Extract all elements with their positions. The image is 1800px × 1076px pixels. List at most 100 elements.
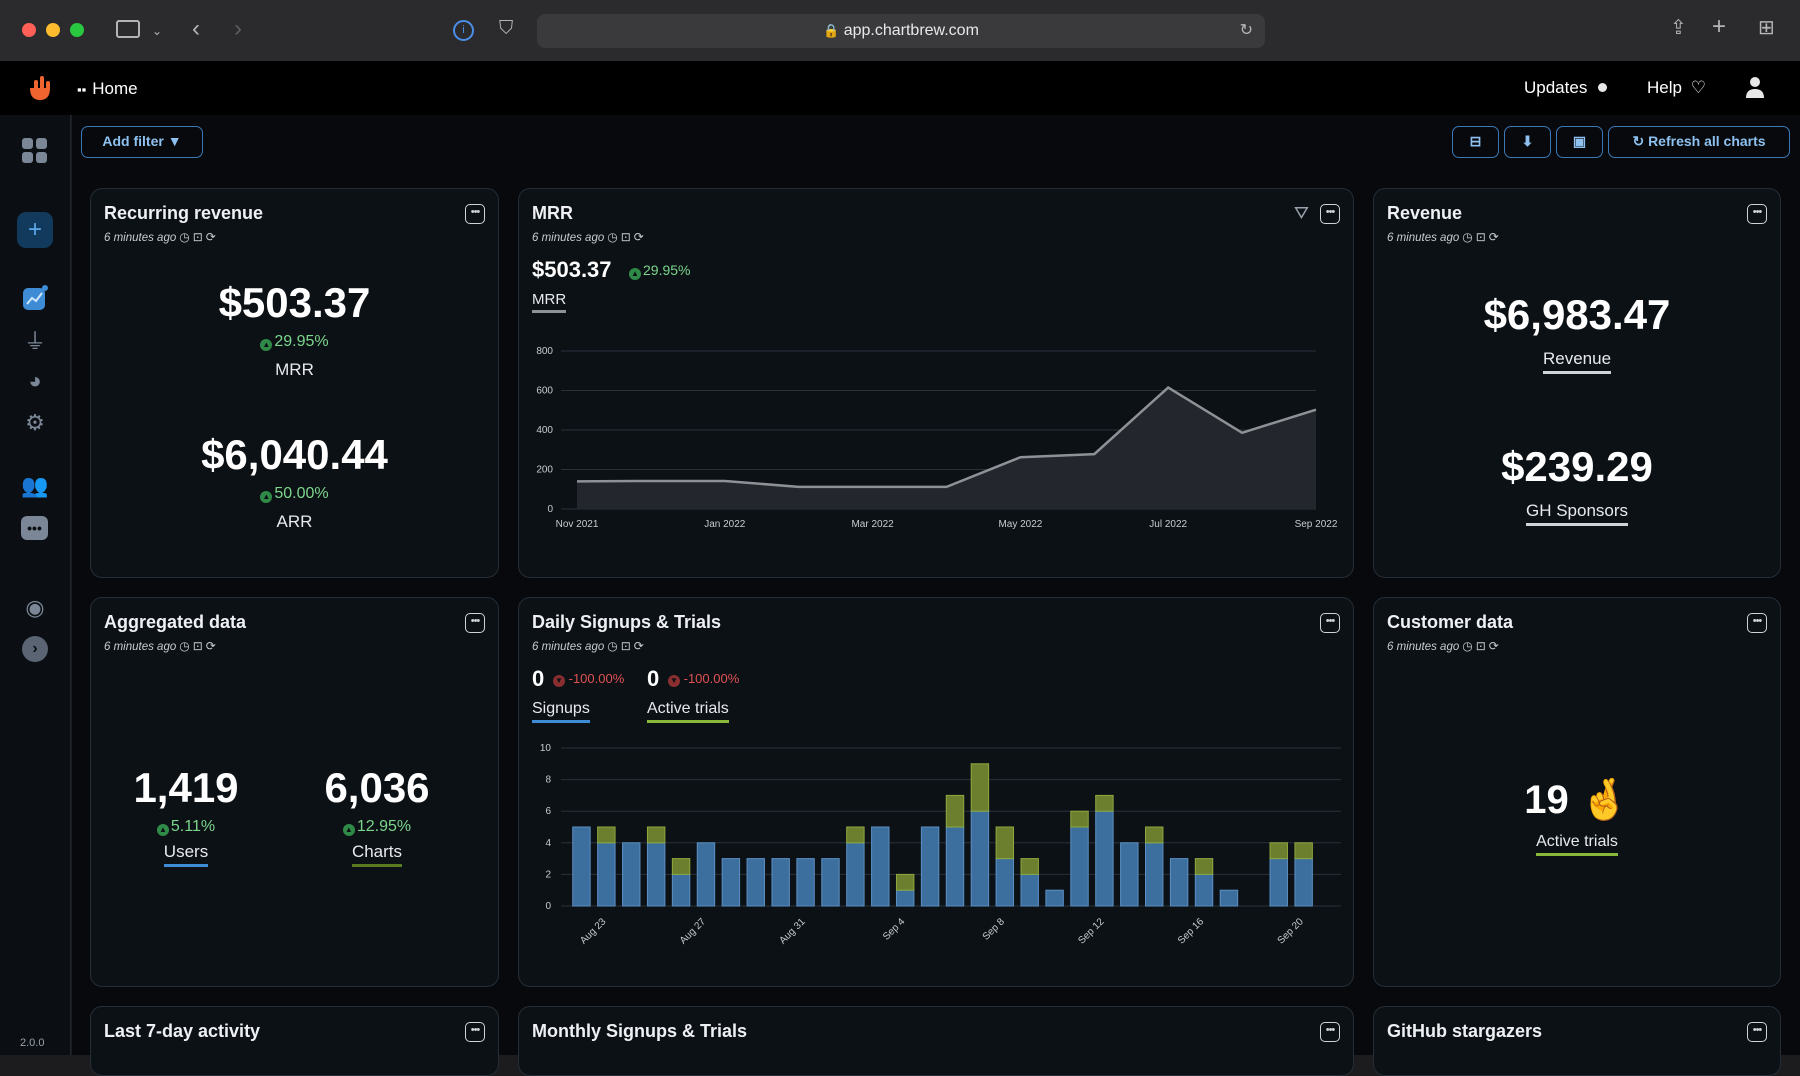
auto-refresh-icon: ⟳: [205, 230, 216, 244]
forward-icon[interactable]: ›: [234, 15, 242, 42]
signups-legend[interactable]: Signups: [532, 700, 590, 723]
card-title: Recurring revenue: [104, 203, 264, 223]
version-label: 2.0.0: [20, 1037, 45, 1049]
tv-mode-button[interactable]: ⊟: [1452, 126, 1499, 158]
daily-bar-chart: 0 2 4 6 8 10 Aug 23 Aug 27 Aug 31 Sep 4 Sep 8 Sep 1…: [540, 743, 1341, 947]
updates-dot-icon: [1598, 83, 1608, 92]
export-button[interactable]: ⬇: [1504, 126, 1551, 158]
charts-label[interactable]: Charts: [292, 842, 462, 867]
card-menu-button[interactable]: •••: [1747, 1022, 1767, 1042]
lock-icon: ⊡: [620, 230, 631, 244]
chart-analytics-icon[interactable]: [20, 283, 50, 313]
trials-bar: [846, 826, 865, 844]
add-chart-button[interactable]: +: [17, 212, 53, 248]
help-link[interactable]: Help ♡: [1647, 78, 1706, 98]
card-menu-button[interactable]: •••: [465, 1022, 485, 1042]
filter-funnel-icon[interactable]: ⛛: [1293, 203, 1309, 223]
card-title: Customer data: [1387, 612, 1514, 632]
signups-bar: [1169, 858, 1189, 907]
card-menu-button[interactable]: •••: [465, 204, 485, 224]
trials-bar: [970, 763, 990, 812]
card-title: Aggregated data: [104, 612, 247, 632]
image-icon: ▣: [1572, 133, 1587, 149]
card-menu-button[interactable]: •••: [1320, 613, 1340, 633]
share-icon[interactable]: ⇪: [1670, 17, 1687, 39]
maximize-window-button[interactable]: [70, 23, 84, 37]
signups-bar: [622, 842, 641, 907]
address-bar[interactable]: 🔒 app.chartbrew.com ↻: [537, 14, 1265, 48]
reload-icon[interactable]: ↻: [1239, 22, 1253, 39]
browser-toolbar: ⌄ ‹ › i ⛉ 🔒 app.chartbrew.com ↻ ⇪ + ⊞: [0, 0, 1800, 62]
password-manager-icon[interactable]: i: [453, 20, 474, 41]
card-menu-button[interactable]: •••: [1320, 1022, 1340, 1042]
heart-icon: ♡: [1690, 78, 1706, 97]
back-icon[interactable]: ‹: [192, 15, 200, 42]
add-filter-button[interactable]: Add filter ▼: [81, 126, 203, 158]
expand-sidebar-icon[interactable]: ›: [22, 636, 48, 662]
active-trials-label[interactable]: Active trials: [1374, 833, 1780, 856]
pie-chart-icon[interactable]: ◕: [28, 368, 42, 393]
mrr-legend[interactable]: MRR: [532, 291, 567, 313]
trials-bar: [1145, 826, 1164, 844]
tab-overview-icon[interactable]: ⊞: [1758, 17, 1775, 39]
mrr-change: ▲ 29.95%: [91, 333, 498, 351]
close-window-button[interactable]: [22, 23, 36, 37]
trials-bar: [1269, 842, 1288, 860]
new-tab-icon[interactable]: +: [1712, 13, 1727, 40]
signups-bar: [920, 826, 940, 907]
sponsors-label[interactable]: GH Sponsors: [1374, 501, 1780, 526]
arr-value: $6,040.44: [201, 431, 388, 478]
card-updated: 6 minutes ago ◷ ⊡ ⟳: [104, 639, 216, 653]
revenue-label[interactable]: Revenue: [1374, 349, 1780, 374]
user-avatar-icon[interactable]: [1744, 75, 1766, 99]
snapshot-button[interactable]: ▣: [1556, 126, 1603, 158]
signups-bar: [1020, 873, 1039, 907]
trials-legend[interactable]: Active trials: [647, 700, 729, 723]
card-menu-button[interactable]: •••: [1320, 204, 1340, 224]
dashboard-icon[interactable]: [20, 136, 50, 166]
signups-bar: [572, 826, 591, 907]
tv-icon: ⊟: [1469, 133, 1482, 149]
signups-bar: [970, 810, 990, 907]
trials-bar: [597, 826, 616, 844]
chevron-down-icon[interactable]: ⌄: [152, 24, 163, 38]
signups-bar: [646, 842, 666, 907]
eye-icon[interactable]: ◉: [25, 595, 45, 620]
shield-icon[interactable]: ⛉: [499, 18, 514, 39]
gear-icon[interactable]: ⚙: [25, 410, 45, 435]
refresh-all-charts-button[interactable]: ↻ Refresh all charts: [1608, 126, 1790, 158]
card-updated: 6 minutes ago ◷ ⊡ ⟳: [104, 230, 216, 244]
clock-icon: ◷: [179, 230, 190, 244]
help-label: Help: [1647, 78, 1682, 97]
trials-bar: [945, 794, 965, 828]
clock-icon: ◷: [1462, 639, 1473, 653]
signups-kpi-change: ▼ -100.00%: [553, 671, 624, 687]
card-menu-button[interactable]: •••: [1747, 204, 1767, 224]
users-label[interactable]: Users: [101, 842, 271, 867]
trials-bar: [1294, 842, 1313, 860]
card-menu-button[interactable]: •••: [1747, 613, 1767, 633]
card-updated: 6 minutes ago ◷ ⊡ ⟳: [532, 639, 644, 653]
signups-bar: [995, 858, 1015, 907]
minimize-window-button[interactable]: [46, 23, 60, 37]
updates-link[interactable]: Updates: [1524, 78, 1608, 98]
chartbrew-logo[interactable]: [24, 72, 56, 104]
customer-data-card: Customer data 6 minutes ago ◷ ⊡ ⟳ ••• 19 🤞 …: [1373, 597, 1781, 987]
trials-bar: [1194, 858, 1214, 875]
clock-icon: ◷: [607, 230, 618, 244]
lock-icon: ⊡: [192, 230, 203, 244]
signups-bar: [821, 858, 840, 907]
sidebar-toggle-icon[interactable]: [116, 20, 140, 38]
plug-icon[interactable]: ⏚: [23, 329, 46, 354]
team-icon[interactable]: 👥: [21, 473, 49, 498]
users-value: 1,419: [133, 764, 239, 811]
more-icon[interactable]: •••: [21, 516, 48, 540]
card-title: MRR: [532, 203, 573, 223]
signups-bar: [746, 858, 765, 907]
y-tick-label: 8: [545, 775, 551, 786]
trials-bar: [995, 826, 1015, 860]
x-tick-label: Sep 2022: [1295, 519, 1338, 530]
card-title: GitHub stargazers: [1387, 1021, 1543, 1041]
home-link[interactable]: ▪▪ Home: [77, 79, 138, 99]
card-menu-button[interactable]: •••: [465, 613, 485, 633]
